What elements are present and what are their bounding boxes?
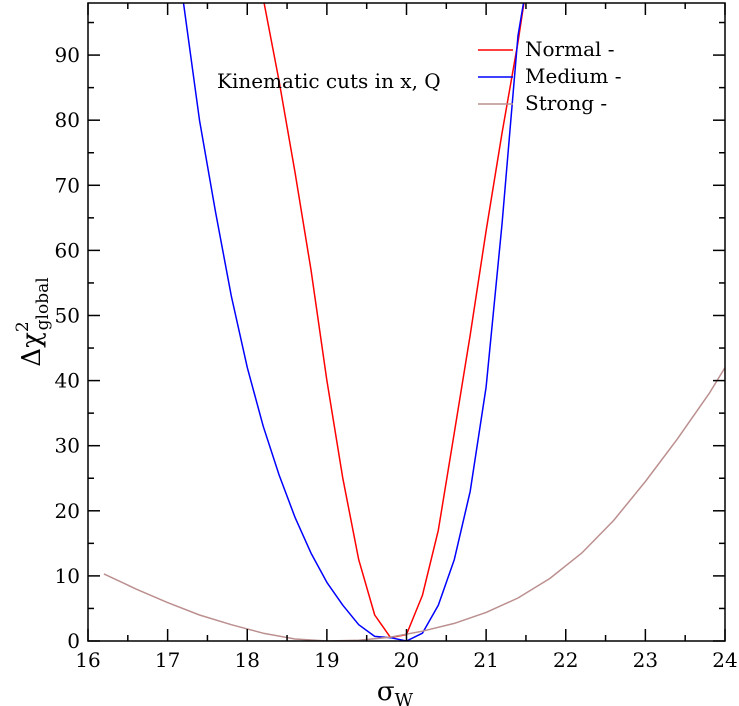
y-tick-label: 0 <box>67 629 80 653</box>
x-tick-label: 16 <box>75 648 100 672</box>
y-axis-title-subscript: global <box>33 277 53 330</box>
y-tick-label: 10 <box>55 564 80 588</box>
y-tick-label: 90 <box>55 43 80 67</box>
y-tick-label: 30 <box>55 434 80 458</box>
x-tick-label: 17 <box>155 648 180 672</box>
series-line-strong <box>103 367 725 641</box>
y-axis-title-prefix: Δχ <box>17 332 47 367</box>
x-tick-label: 22 <box>553 648 578 672</box>
x-tick-label: 20 <box>394 648 419 672</box>
y-tick-label: 20 <box>55 499 80 523</box>
x-axis-title-subscript: W <box>395 690 414 706</box>
x-tick-label: 18 <box>235 648 260 672</box>
y-tick-label: 40 <box>55 369 80 393</box>
plot-frame <box>87 2 726 642</box>
x-axis-title-symbol: σ <box>377 677 395 706</box>
annotation-text: Kinematic cuts in x, Q <box>217 69 441 93</box>
legend: Normal - Medium - Strong - <box>478 37 621 115</box>
y-axis-title-superscript: 2 <box>13 321 33 332</box>
x-axis-title: σW <box>377 677 414 706</box>
y-tick-label: 80 <box>55 108 80 132</box>
y-tick-label: 50 <box>55 303 80 327</box>
series-line-medium <box>182 3 525 641</box>
series-line-normal <box>263 3 525 639</box>
x-tick-label: 19 <box>314 648 339 672</box>
legend-label: Strong - <box>525 91 607 115</box>
x-tick-label: 23 <box>633 648 658 672</box>
x-tick-label: 24 <box>712 648 737 672</box>
legend-label: Normal - <box>525 37 615 61</box>
y-axis-title: Δχ2global <box>13 277 53 366</box>
y-tick-label: 60 <box>55 238 80 262</box>
legend-label: Medium - <box>525 64 621 88</box>
svg-text:Δχ2global: Δχ2global <box>13 277 53 366</box>
y-tick-label: 70 <box>55 173 80 197</box>
x-tick-label: 21 <box>473 648 498 672</box>
